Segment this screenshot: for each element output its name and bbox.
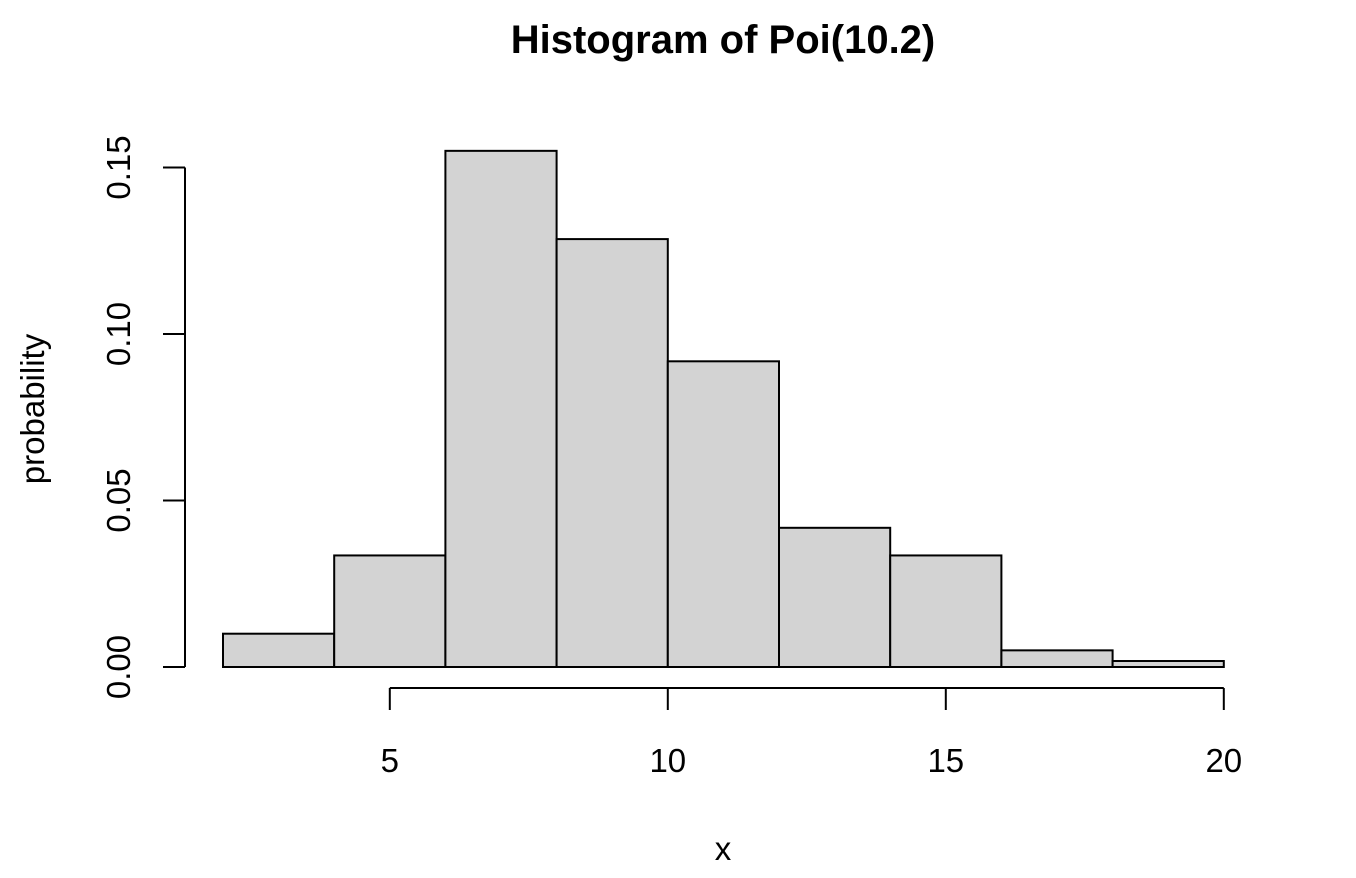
- y-tick-label: 0.15: [100, 135, 137, 199]
- x-axis: 5 10 15 20: [381, 687, 1242, 779]
- histogram-bar: [666, 360, 780, 668]
- x-axis-label: x: [715, 830, 732, 867]
- histogram-bar: [222, 632, 336, 669]
- histogram-bar: [889, 554, 1003, 669]
- x-tick-label: 15: [927, 742, 964, 779]
- histogram-bar: [333, 554, 447, 669]
- histogram-bar: [1000, 649, 1114, 668]
- x-tick-label: 20: [1205, 742, 1242, 779]
- x-tick-label: 10: [649, 742, 686, 779]
- y-tick-label: 0.10: [100, 302, 137, 366]
- y-axis: 0.00 0.05 0.10 0.15: [100, 135, 186, 699]
- x-tick-label: 5: [381, 742, 399, 779]
- histogram-bar: [444, 149, 558, 669]
- histogram-bar: [555, 238, 669, 668]
- y-axis-label: probability: [14, 333, 51, 484]
- histogram-bar: [1111, 660, 1225, 668]
- chart-title: Histogram of Poi(10.2): [511, 18, 936, 62]
- y-tick-label: 0.05: [100, 468, 137, 532]
- bars-group: [222, 149, 1225, 669]
- y-tick-label: 0.00: [100, 635, 137, 699]
- histogram-bar: [778, 526, 892, 669]
